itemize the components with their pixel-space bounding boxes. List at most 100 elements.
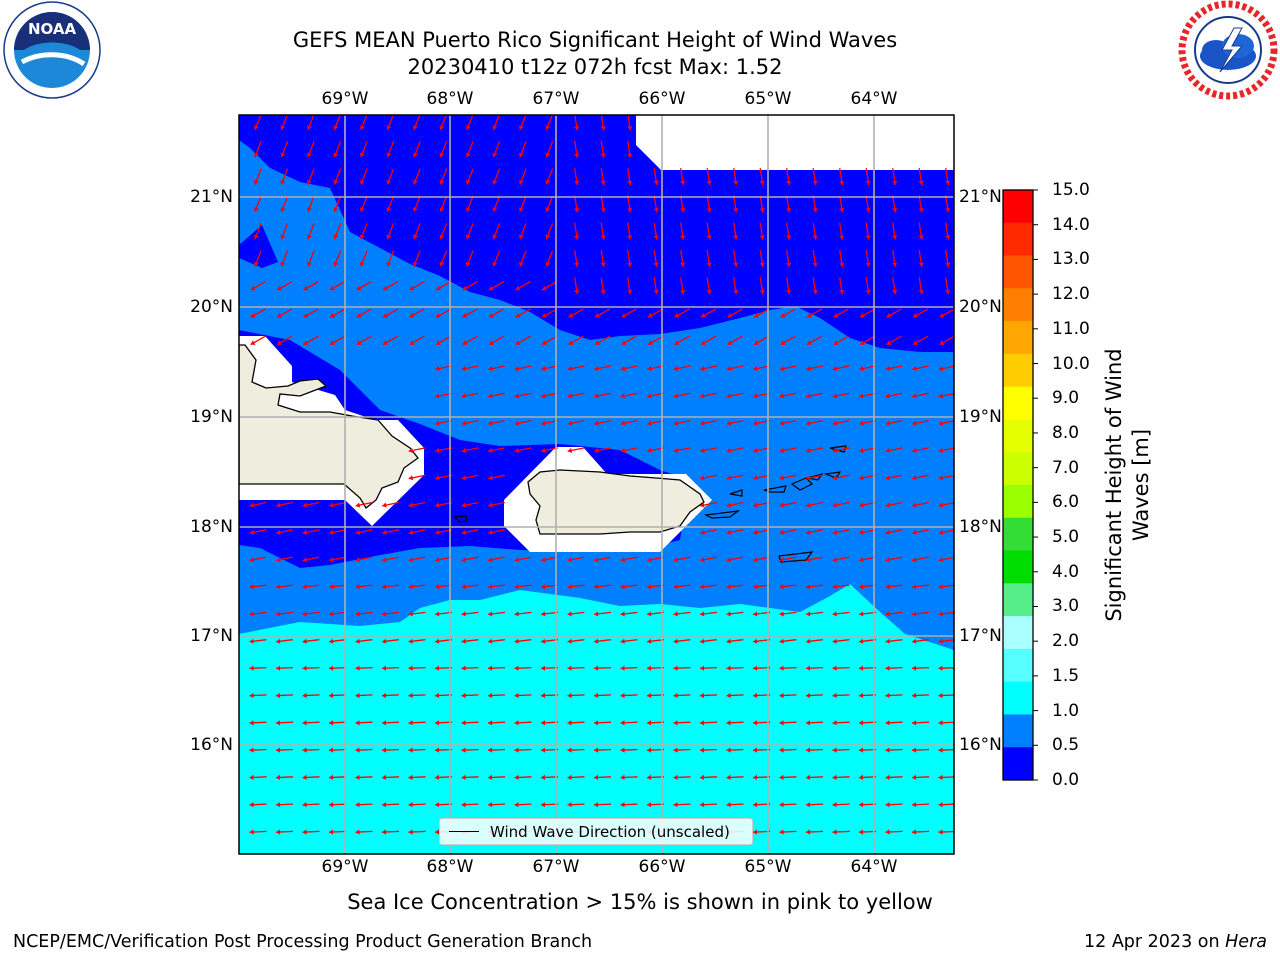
wave-direction-arrowhead bbox=[253, 179, 259, 185]
wave-direction-arrowhead bbox=[567, 747, 572, 753]
wave-direction-arrowhead bbox=[408, 774, 413, 780]
wave-direction-arrowhead bbox=[706, 235, 712, 240]
wave-direction-arrowhead bbox=[330, 285, 335, 291]
wave-direction-arrowhead bbox=[600, 126, 606, 131]
wave-direction-arrowhead bbox=[673, 420, 679, 426]
wave-direction-arrowhead bbox=[859, 774, 864, 780]
wave-direction-arrowhead bbox=[680, 289, 686, 295]
lat-label-left: 20°N bbox=[190, 297, 233, 317]
wave-direction-arrowhead bbox=[912, 393, 917, 399]
wave-direction-arrowhead bbox=[938, 502, 944, 508]
wave-direction-arrowhead bbox=[249, 774, 254, 780]
wave-direction-arrowhead bbox=[541, 420, 546, 426]
wave-direction-arrowhead bbox=[938, 720, 943, 726]
wave-direction-arrowhead bbox=[355, 802, 360, 808]
wave-direction-arrowhead bbox=[726, 692, 731, 699]
data-void-ne bbox=[636, 115, 954, 170]
wave-direction-arrowhead bbox=[333, 207, 339, 212]
wave-direction-arrowhead bbox=[706, 262, 712, 267]
wave-direction-arrowhead bbox=[386, 234, 392, 240]
wave-direction-arrowhead bbox=[386, 152, 392, 158]
wave-direction-arrowhead bbox=[885, 774, 890, 780]
wave-direction-arrowhead bbox=[594, 692, 599, 699]
wave-direction-arrowhead bbox=[439, 207, 445, 212]
wave-direction-arrowhead bbox=[356, 340, 362, 345]
legend-line-sample bbox=[449, 831, 479, 832]
sea-ice-caption: Sea Ice Concentration > 15% is shown in … bbox=[347, 890, 933, 914]
wave-direction-arrowhead bbox=[408, 638, 413, 644]
wave-direction-arrowhead bbox=[786, 262, 792, 267]
wave-direction-arrowhead bbox=[249, 529, 255, 535]
wave-direction-arrowhead bbox=[518, 234, 524, 240]
wave-direction-arrowhead bbox=[382, 584, 387, 590]
wave-direction-arrowhead bbox=[806, 420, 811, 426]
wave-direction-arrowhead bbox=[435, 720, 440, 726]
footer-branch: NCEP/EMC/Verification Post Processing Pr… bbox=[13, 932, 593, 952]
wave-direction-arrowhead bbox=[753, 557, 758, 563]
wave-direction-arrowhead bbox=[435, 420, 440, 426]
wave-direction-arrowhead bbox=[700, 475, 705, 481]
wave-direction-arrowhead bbox=[753, 747, 758, 753]
wave-direction-arrowhead bbox=[912, 638, 917, 644]
wave-direction-arrowhead bbox=[488, 529, 493, 535]
wave-direction-arrowhead bbox=[700, 529, 705, 535]
colorbar-tick-label: 10.0 bbox=[1052, 353, 1090, 374]
wave-direction-arrowhead bbox=[779, 665, 784, 671]
wave-direction-arrowhead bbox=[568, 340, 574, 345]
wave-direction-arrowhead bbox=[779, 584, 784, 590]
colorbar-swatch bbox=[1003, 517, 1033, 552]
wave-direction-arrowhead bbox=[726, 420, 732, 426]
wave-direction-arrowhead bbox=[806, 366, 811, 372]
wave-direction-arrowhead bbox=[594, 611, 599, 617]
wave-direction-arrowhead bbox=[435, 475, 440, 481]
wave-direction-arrowhead bbox=[945, 180, 951, 185]
wave-direction-arrowhead bbox=[832, 720, 837, 726]
wave-direction-arrowhead bbox=[408, 665, 413, 671]
wave-direction-arrowhead bbox=[333, 261, 339, 267]
colorbar-swatch bbox=[1003, 485, 1033, 519]
wave-direction-arrowhead bbox=[701, 313, 706, 318]
wave-direction-arrowhead bbox=[329, 638, 334, 644]
colorbar-tick-label: 0.5 bbox=[1052, 735, 1080, 756]
wave-direction-arrowhead bbox=[542, 313, 547, 318]
legend-label: Wind Wave Direction (unscaled) bbox=[490, 823, 730, 841]
wave-direction-arrowhead bbox=[302, 584, 307, 590]
wave-direction-arrowhead bbox=[594, 747, 599, 753]
wave-direction-arrowhead bbox=[518, 125, 524, 130]
wave-direction-arrowhead bbox=[594, 802, 599, 808]
wave-direction-arrowhead bbox=[545, 261, 551, 267]
wave-direction-arrowhead bbox=[567, 720, 572, 726]
wave-direction-arrowhead bbox=[912, 502, 917, 508]
wave-direction-arrowhead bbox=[938, 529, 944, 535]
lat-label-left: 18°N bbox=[190, 517, 233, 537]
wave-direction-arrowhead bbox=[839, 180, 845, 185]
wave-direction-arrowhead bbox=[945, 262, 951, 267]
wave-direction-arrowhead bbox=[839, 208, 845, 213]
wave-direction-arrowhead bbox=[806, 393, 811, 399]
wave-direction-arrowhead bbox=[461, 366, 467, 372]
lat-label-right: 19°N bbox=[959, 407, 1002, 427]
wave-direction-arrowhead bbox=[355, 529, 361, 535]
wave-direction-arrowhead bbox=[488, 665, 493, 671]
wave-direction-arrowhead bbox=[700, 802, 705, 808]
wave-direction-arrowhead bbox=[276, 720, 281, 726]
wave-direction-arrowhead bbox=[359, 125, 365, 130]
wave-direction-arrowhead bbox=[330, 313, 335, 318]
wave-direction-arrowhead bbox=[250, 340, 256, 345]
wave-direction-arrowhead bbox=[488, 638, 493, 644]
wave-direction-arrowhead bbox=[620, 611, 625, 617]
wave-direction-arrowhead bbox=[574, 235, 580, 240]
wave-direction-arrowhead bbox=[545, 207, 551, 212]
wave-direction-arrowhead bbox=[806, 692, 811, 699]
wave-direction-arrowhead bbox=[409, 285, 415, 291]
wave-direction-arrowhead bbox=[859, 665, 864, 671]
colorbar-swatch bbox=[1003, 452, 1033, 486]
wave-direction-arrowhead bbox=[860, 340, 865, 345]
wave-direction-arrowhead bbox=[515, 340, 521, 345]
wave-direction-arrowhead bbox=[439, 179, 445, 185]
wave-direction-arrowhead bbox=[885, 720, 890, 726]
wave-direction-arrowhead bbox=[647, 638, 652, 644]
wave-direction-arrowhead bbox=[673, 366, 679, 372]
wave-direction-arrowhead bbox=[600, 235, 606, 240]
wave-direction-arrowhead bbox=[249, 692, 254, 699]
